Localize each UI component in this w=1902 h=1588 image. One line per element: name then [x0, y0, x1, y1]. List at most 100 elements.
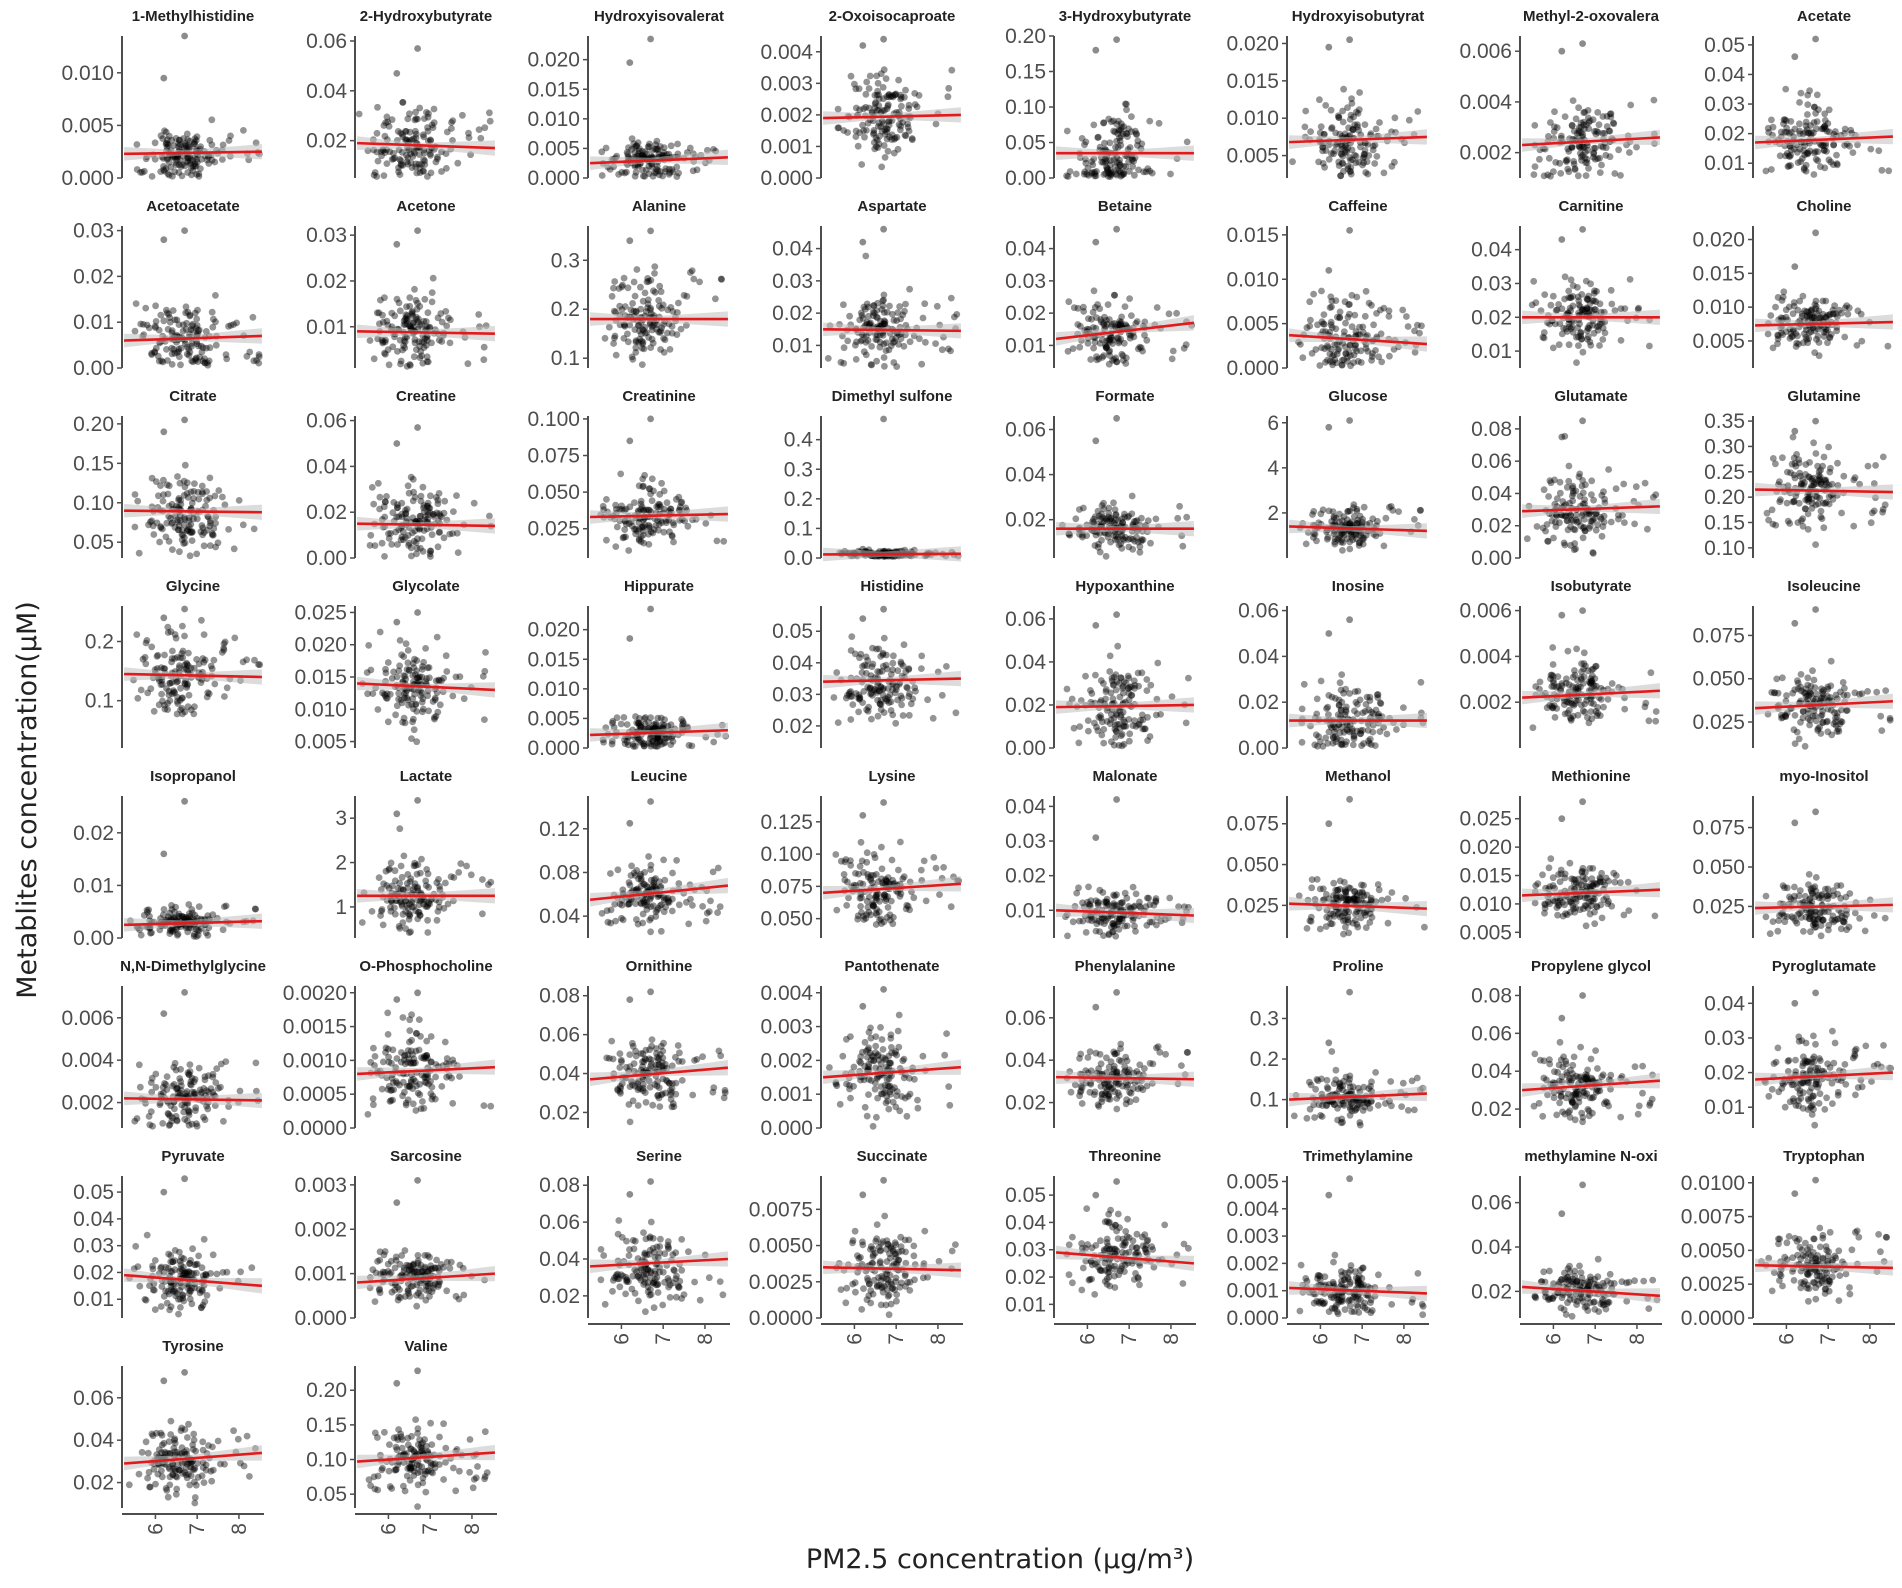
data-point	[1632, 483, 1640, 491]
data-point	[1083, 170, 1091, 178]
data-point	[1834, 459, 1841, 467]
data-point	[165, 159, 173, 166]
data-point	[1800, 147, 1808, 155]
data-point	[877, 70, 885, 78]
data-point	[197, 528, 205, 536]
data-point	[904, 123, 912, 131]
data-point	[1359, 709, 1367, 717]
data-point	[381, 349, 388, 357]
data-point	[1789, 433, 1797, 441]
data-point	[713, 537, 721, 545]
data-point	[883, 135, 891, 143]
data-point	[1523, 535, 1531, 543]
data-point	[635, 537, 643, 544]
data-point	[651, 270, 658, 277]
data-point	[406, 322, 414, 330]
data-point	[440, 534, 448, 542]
data-point	[1091, 168, 1098, 176]
regression-line	[124, 509, 262, 514]
data-point	[855, 85, 863, 93]
data-point	[443, 165, 450, 172]
data-point	[1307, 128, 1314, 135]
data-point	[424, 664, 432, 672]
data-point	[1107, 171, 1115, 179]
data-point	[847, 72, 855, 80]
data-point	[1339, 160, 1346, 168]
data-point	[220, 644, 228, 652]
data-point	[613, 714, 621, 722]
data-point	[481, 716, 488, 723]
y-tick-label: 0.015	[527, 78, 580, 101]
data-point	[1310, 508, 1318, 515]
data-point	[874, 314, 881, 322]
data-point	[421, 161, 429, 169]
data-point	[620, 274, 628, 282]
data-point	[177, 500, 185, 508]
data-point	[1844, 310, 1852, 318]
data-point	[1565, 477, 1573, 485]
data-point	[880, 142, 888, 149]
data-point	[1147, 681, 1155, 689]
y-tick-label: 0.04	[772, 652, 813, 675]
y-tick-label: 0.001	[760, 135, 813, 158]
data-point	[181, 140, 189, 147]
data-point	[862, 252, 870, 260]
data-point	[1552, 159, 1560, 166]
data-point	[868, 715, 875, 723]
data-point	[1346, 507, 1354, 515]
y-tick-label: 0.02	[1471, 306, 1512, 329]
data-point	[1546, 477, 1554, 484]
data-point	[626, 437, 634, 445]
data-point	[163, 139, 170, 147]
data-point	[1109, 357, 1116, 364]
data-point	[621, 526, 629, 533]
data-point	[408, 552, 415, 560]
data-point	[1092, 172, 1100, 180]
data-point	[181, 227, 188, 234]
data-point	[1561, 273, 1569, 281]
scatter-points	[1298, 616, 1427, 750]
data-point	[171, 655, 178, 662]
data-point	[1821, 117, 1829, 124]
data-point	[660, 335, 667, 342]
data-point	[374, 103, 381, 111]
panel-title: Dimethyl sulfone	[832, 388, 953, 405]
data-point	[872, 143, 880, 150]
panel: 2-Oxoisocaproate0.0000.0010.0020.0030.00…	[760, 8, 961, 190]
data-point	[637, 305, 645, 313]
data-point	[1555, 341, 1563, 349]
data-point	[381, 498, 389, 506]
data-point	[1323, 535, 1331, 543]
data-point	[1113, 414, 1120, 422]
data-point	[407, 361, 414, 369]
data-point	[393, 240, 401, 248]
data-point	[1122, 723, 1130, 730]
scatter-points	[1063, 611, 1192, 750]
data-point	[897, 91, 904, 99]
scatter-points	[1764, 229, 1892, 360]
data-point	[1100, 499, 1107, 507]
y-tick-label: 0.08	[1471, 418, 1512, 441]
data-point	[148, 643, 156, 651]
data-point	[881, 362, 888, 370]
data-point	[1102, 552, 1110, 560]
data-point	[636, 327, 643, 335]
data-point	[1403, 313, 1410, 320]
data-point	[399, 161, 407, 169]
data-point	[1558, 236, 1566, 243]
data-point	[380, 172, 388, 180]
data-point	[1411, 327, 1418, 335]
data-point	[1093, 314, 1100, 321]
data-point	[1180, 344, 1188, 352]
data-point	[1561, 541, 1569, 549]
data-point	[1347, 111, 1355, 119]
data-point	[629, 300, 636, 307]
regression-line	[124, 150, 262, 156]
data-point	[1066, 168, 1074, 175]
data-point	[1841, 125, 1849, 133]
data-point	[381, 132, 389, 140]
data-point	[184, 158, 192, 165]
data-point	[1167, 170, 1174, 178]
data-point	[1326, 357, 1334, 365]
data-point	[631, 149, 639, 157]
